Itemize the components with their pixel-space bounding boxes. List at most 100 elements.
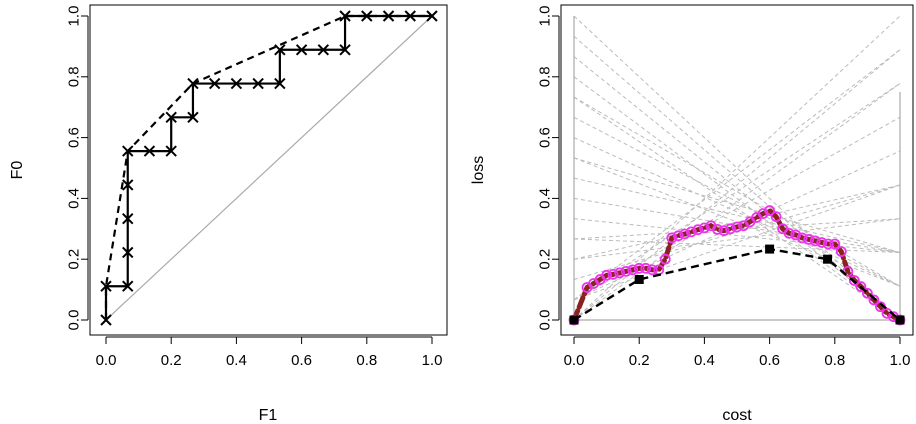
roc-y-tick-label: 0.2 xyxy=(66,249,83,270)
roc-point xyxy=(122,179,134,191)
roc-x-tick-label: 0.8 xyxy=(356,352,377,369)
cost-gray-borders xyxy=(573,16,901,321)
cost-x-axis-label: cost xyxy=(722,407,752,424)
roc-point xyxy=(122,280,134,292)
cost-line xyxy=(573,137,901,287)
loss-point xyxy=(855,281,867,292)
loss-point xyxy=(718,225,730,237)
loss-point xyxy=(633,262,645,274)
roc-point xyxy=(187,111,199,124)
cost-line xyxy=(573,116,901,287)
loss-point xyxy=(757,208,769,220)
loss-point xyxy=(809,235,821,247)
cost-hull-curve xyxy=(569,244,905,325)
roc-point xyxy=(382,10,395,22)
loss-point xyxy=(646,264,658,276)
cost-x-tick-label: 0.6 xyxy=(759,352,780,369)
loss-point xyxy=(862,287,873,299)
cost-hull-point xyxy=(569,315,579,325)
roc-x-axis-label: F1 xyxy=(259,407,278,424)
loss-point xyxy=(803,234,815,245)
roc-diagonal-line xyxy=(105,15,433,321)
roc-point xyxy=(361,10,373,22)
cost-y-tick-label: 0.0 xyxy=(537,310,554,331)
roc-x-tick-label: 0.6 xyxy=(291,352,312,369)
roc-y-axis: 0.0 0.2 0.4 0.6 0.8 1.0 xyxy=(66,6,89,331)
roc-point xyxy=(339,10,351,22)
roc-x-axis: 0.0 0.2 0.4 0.6 0.8 1.0 xyxy=(96,336,442,369)
roc-point xyxy=(295,44,308,56)
cost-y-axis: 0.0 0.2 0.4 0.6 0.8 1.0 xyxy=(537,6,560,331)
cost-line xyxy=(573,218,901,260)
loss-curve-line xyxy=(571,207,903,323)
cost-y-tick-label: 0.2 xyxy=(537,249,554,270)
cost-line xyxy=(573,96,901,321)
roc-point xyxy=(274,44,286,56)
cost-x-tick-label: 1.0 xyxy=(890,352,911,369)
loss-point xyxy=(725,223,736,235)
cost-y-tick-label: 0.8 xyxy=(537,66,554,87)
roc-point xyxy=(122,145,134,157)
cost-line xyxy=(573,116,901,301)
cost-line xyxy=(573,15,901,321)
loss-point xyxy=(627,264,639,276)
cost-y-tick-label: 0.6 xyxy=(537,127,554,148)
loss-point xyxy=(712,224,723,235)
loss-point xyxy=(796,232,808,244)
loss-point xyxy=(666,232,678,244)
roc-plot-frame xyxy=(89,4,448,336)
loss-point xyxy=(829,238,841,250)
roc-point xyxy=(339,44,351,56)
cost-line xyxy=(573,238,901,254)
cost-x-tick-label: 0.2 xyxy=(629,352,650,369)
cost-line xyxy=(573,157,901,253)
roc-y-tick-label: 0.0 xyxy=(66,310,83,331)
loss-point xyxy=(640,262,652,274)
roc-point xyxy=(426,10,438,22)
roc-point xyxy=(100,314,112,326)
cost-line xyxy=(573,218,901,254)
roc-point xyxy=(252,77,264,90)
cost-y-axis-label: loss xyxy=(470,156,487,184)
cost-hull-point xyxy=(634,274,644,284)
roc-panel: 0.0 0.2 0.4 0.6 0.8 1.0 0.0 0.2 0.4 0.6 0.8 1.0 F1… xyxy=(9,4,448,424)
roc-point xyxy=(208,77,221,90)
roc-point xyxy=(143,145,156,157)
loss-point xyxy=(692,224,704,236)
roc-y-tick-label: 0.6 xyxy=(66,127,83,148)
loss-point xyxy=(783,227,795,239)
loss-point xyxy=(672,230,684,242)
cost-line xyxy=(573,76,901,321)
cost-line xyxy=(573,49,901,301)
roc-point xyxy=(187,77,199,90)
roc-point xyxy=(122,246,134,259)
roc-point xyxy=(404,10,416,22)
loss-point xyxy=(790,229,802,241)
loss-point xyxy=(822,238,834,250)
loss-point xyxy=(770,211,782,223)
loss-point xyxy=(699,222,710,234)
roc-point xyxy=(165,111,177,124)
cost-x-axis: 0.0 0.2 0.4 0.6 0.8 1.0 xyxy=(564,336,911,369)
cost-x-tick-label: 0.8 xyxy=(824,352,845,369)
loss-point xyxy=(679,228,691,240)
roc-x-tick-label: 0.4 xyxy=(226,352,247,369)
roc-point xyxy=(317,44,330,56)
roc-x-tick-label: 0.2 xyxy=(161,352,182,369)
loss-point xyxy=(764,205,775,216)
roc-point xyxy=(165,145,177,157)
roc-point xyxy=(230,77,243,90)
loss-point xyxy=(835,246,847,258)
roc-y-tick-label: 0.8 xyxy=(66,66,83,87)
roc-y-tick-label: 1.0 xyxy=(66,6,83,27)
cost-hull-point xyxy=(765,244,775,254)
loss-point xyxy=(607,268,619,280)
roc-x-tick-label: 0.0 xyxy=(96,352,117,369)
cost-y-tick-label: 1.0 xyxy=(537,6,554,27)
loss-point xyxy=(685,226,697,238)
cost-line xyxy=(573,35,901,321)
cost-line xyxy=(573,177,901,253)
loss-point xyxy=(848,275,860,286)
cost-hull-point xyxy=(823,254,833,264)
